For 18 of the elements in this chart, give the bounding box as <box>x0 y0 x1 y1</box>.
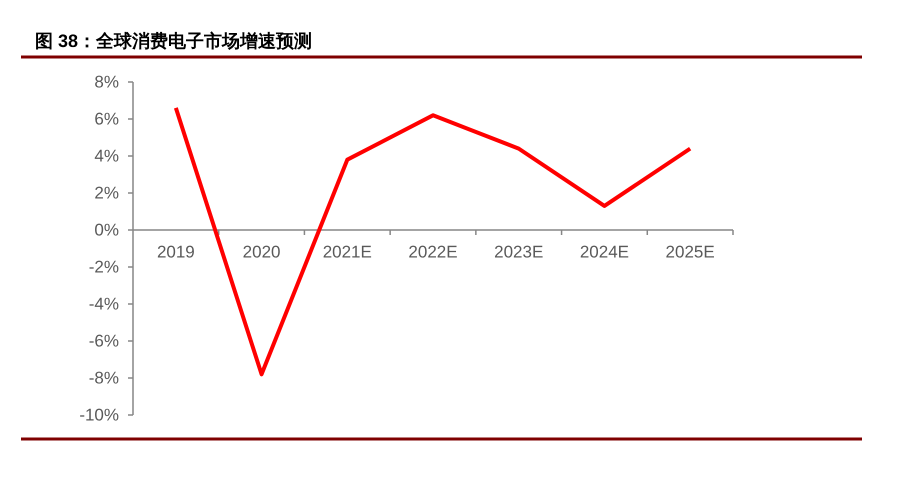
y-tick-label: 2% <box>94 184 119 202</box>
y-tick-label: -2% <box>88 258 119 276</box>
x-tick-label: 2022E <box>408 242 458 262</box>
x-tick-label: 2020 <box>242 242 280 262</box>
y-tick-label: -8% <box>88 368 119 388</box>
x-tick-label: 2023E <box>494 242 544 262</box>
y-tick-label: -4% <box>88 294 119 314</box>
y-tick-label: -10% <box>79 406 119 424</box>
y-tick-label: 4% <box>94 146 119 166</box>
x-tick-label: 2021E <box>322 242 372 262</box>
y-tick-label: 6% <box>94 110 119 128</box>
y-tick-label: 8% <box>94 72 119 92</box>
y-tick-label: -6% <box>88 332 119 350</box>
x-tick-label: 2025E <box>666 242 715 262</box>
y-tick-label: 0% <box>94 220 119 240</box>
x-tick-label: 2024E <box>580 242 630 262</box>
x-tick-label: 2019 <box>156 242 195 262</box>
chart-title: 图 38：全球消费电子市场增速预测 <box>35 31 312 51</box>
